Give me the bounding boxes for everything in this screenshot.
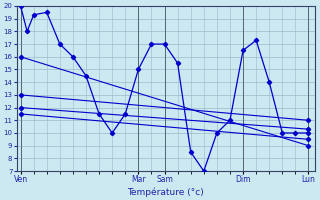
X-axis label: Température (°c): Température (°c) (127, 187, 204, 197)
